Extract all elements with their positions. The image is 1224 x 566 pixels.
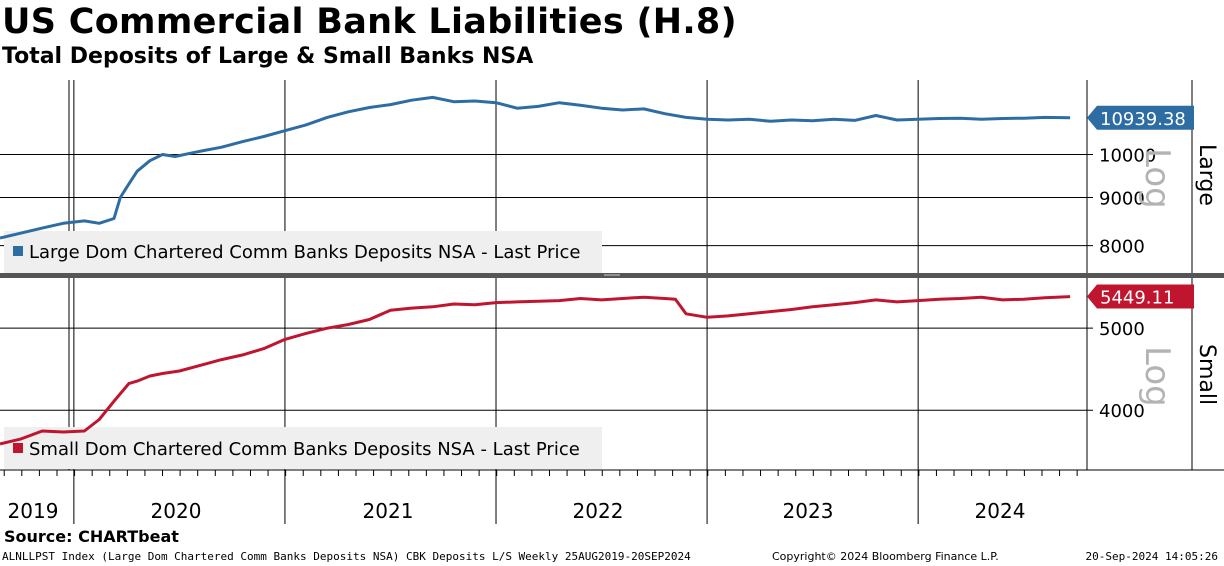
chart-subtitle: Total Deposits of Large & Small Banks NS… [2,44,534,69]
last-value-label: 5449.11 [1100,288,1174,309]
y-tick-label: 9000 [1099,189,1145,210]
index-info: ALNLLPST Index (Large Dom Chartered Comm… [2,550,691,563]
series-line-small [0,295,1071,446]
x-tick-label: 2023 [783,499,834,523]
y-tick-label: 4000 [1099,401,1145,422]
log-scale-label: Log [1137,148,1177,209]
source-label: Source: CHARTbeat [4,527,179,546]
x-tick-label: 2019 [8,499,59,523]
panel-side-label: Small [1194,344,1219,405]
y-tick-label: 5000 [1099,319,1145,340]
last-value-tag [1087,284,1194,309]
copyright: Copyright© 2024 Bloomberg Finance L.P. [772,550,999,563]
legend-text: Large Dom Chartered Comm Banks Deposits … [29,242,580,263]
legend-box [4,231,602,273]
last-value-label: 10939.38 [1100,109,1186,130]
log-scale-label: Log [1137,346,1177,407]
y-tick-label: 10000 [1099,145,1156,166]
x-tick-label: 2020 [151,499,202,523]
legend-swatch [13,443,23,453]
last-value-tag [1087,105,1194,130]
x-tick-label: 2021 [363,499,414,523]
series-line-large [0,95,1071,240]
legend-swatch [13,246,23,256]
chart-title: US Commercial Bank Liabilities (H.8) [2,2,737,42]
y-tick-label: 8000 [1099,237,1145,258]
x-tick-label: 2022 [573,499,624,523]
legend-text: Small Dom Chartered Comm Banks Deposits … [29,439,580,460]
panel-side-label: Large [1194,144,1219,206]
x-tick-label: 2024 [975,499,1026,523]
timestamp: 20-Sep-2024 14:05:26 [1085,550,1218,563]
legend-box [4,427,602,469]
